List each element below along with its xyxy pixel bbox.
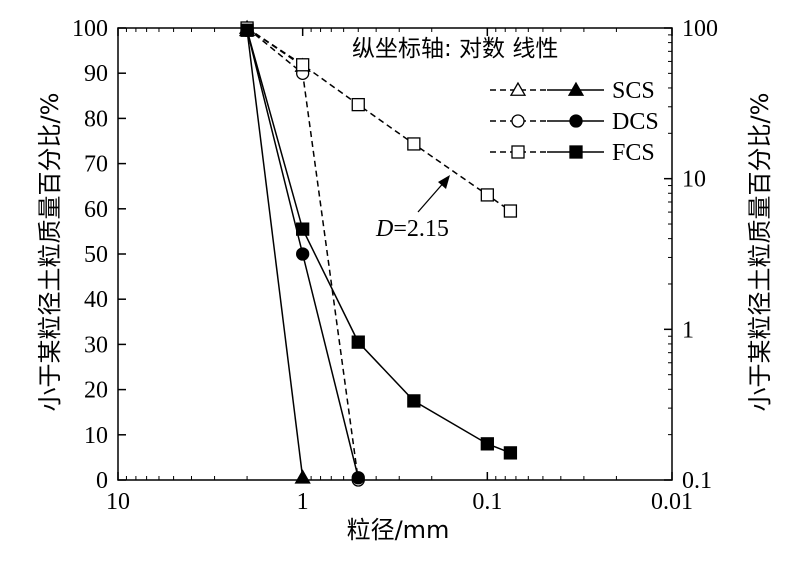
series-dcs-linear-point [296,247,310,261]
left-y-tick-label: 60 [84,197,108,223]
right-y-tick-label: 1 [682,317,694,343]
left-y-tick-label: 80 [84,106,108,132]
x-tick-label: 10 [106,489,130,515]
legend-linear-marker [569,145,583,159]
series-fcs-log-point [503,204,518,218]
legend-label: FCS [612,140,655,166]
left-y-axis-label: 小于某粒径土粒质量百分比/% [36,93,64,412]
legend-log-marker [509,81,527,96]
fractal-arrow-line [417,179,447,213]
left-y-tick-label: 90 [84,61,108,87]
series-lines [246,27,511,481]
left-y-tick-label: 50 [84,242,108,268]
series-fcs-linear-point [351,335,365,349]
series-fcs-log-line [246,27,511,212]
series-fcs-linear-point [240,23,254,37]
legend-label: DCS [612,109,659,135]
series-fcs-linear-point [296,222,310,236]
fractal-d-symbol: D [375,216,393,242]
legend-item-fcs: FCS [490,140,655,166]
x-axis-label: 粒径/mm [347,516,450,544]
legend: SCS DCS FCS [490,78,659,166]
left-y-tick-label: 100 [72,16,108,42]
fractal-arrow-head [438,175,450,189]
x-axis-ticks: 10 1 0.1 0.01 [106,28,693,515]
axis-type-annotation: 纵坐标轴: 对数 线性 [352,36,558,62]
series-fcs-linear-point [407,394,421,408]
right-y-axis-label: 小于某粒径土粒质量百分比/% [746,93,774,412]
left-y-tick-label: 70 [84,152,108,178]
legend-linear-marker [569,114,583,128]
series-fcs-log-point [480,188,494,202]
left-y-tick-label: 30 [84,332,108,358]
series-scs-linear-point [294,469,311,484]
legend-log-marker [511,114,525,128]
fractal-dimension-annotation: D=2.15 [375,175,450,242]
fractal-d-value: =2.15 [393,216,449,242]
x-tick-label: 1 [297,489,309,515]
right-y-axis-ticks: 0.1 1 10 100 [664,16,718,494]
series-fcs-log-point [407,137,421,151]
legend-item-scs: SCS [490,78,655,104]
left-y-tick-label: 20 [84,378,108,404]
series-fcs-linear-point [503,446,518,460]
legend-item-dcs: DCS [490,109,659,135]
series-scs-linear-line [246,30,304,478]
svg-text:D=2.15: D=2.15 [375,216,449,242]
series-fcs-log-point [296,58,310,72]
series-fcs-linear-point [480,437,494,451]
x-tick-label: 0.01 [651,489,693,515]
right-y-tick-label: 10 [682,167,706,193]
left-y-axis-ticks: 0 10 20 30 40 50 60 70 80 90 100 [72,16,126,494]
x-tick-label: 0.1 [472,489,502,515]
plot-border [117,27,673,481]
legend-log-marker [511,145,525,159]
legend-linear-marker [567,81,585,96]
left-y-tick-label: 40 [84,287,108,313]
series-fcs-log-point [351,97,365,112]
series-markers [238,19,518,487]
plot-frame [117,27,673,481]
right-y-tick-label: 100 [682,16,718,42]
left-y-tick-label: 10 [84,423,108,449]
left-y-tick-label: 0 [96,468,108,494]
legend-label: SCS [612,78,655,104]
series-dcs-linear-point [351,471,365,485]
right-y-tick-label: 0.1 [682,468,712,494]
